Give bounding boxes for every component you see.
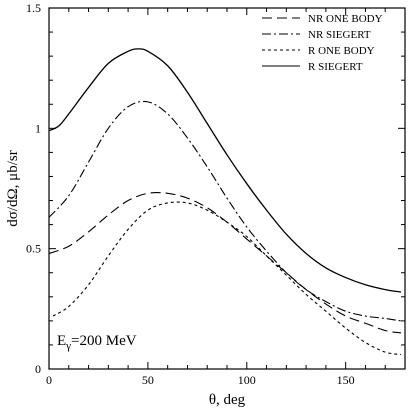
legend-label: R SIEGERT: [308, 61, 363, 73]
x-tick-label: 50: [142, 373, 154, 387]
series-line-nr-siegert: [48, 100, 402, 322]
y-tick-label: 0.5: [26, 242, 41, 256]
energy-annotation-prefix: E: [57, 333, 66, 349]
y-tick-label: 1: [35, 121, 41, 135]
series-layer: [48, 48, 402, 356]
energy-annotation-subscript: γ: [65, 340, 71, 352]
series-line-nr-one-body: [48, 192, 402, 334]
y-tick-label: 1.5: [26, 1, 41, 15]
x-tick-label: 100: [238, 373, 256, 387]
energy-annotation: Eγ=200 MeV: [57, 333, 137, 352]
legend: NR ONE BODY NR SIEGERT R ONE BODY R SIEGERT: [262, 13, 383, 73]
x-axis-title: θ, deg: [209, 392, 246, 408]
legend-label: NR SIEGERT: [308, 29, 371, 41]
legend-label: R ONE BODY: [308, 45, 375, 57]
energy-annotation-suffix: =200 MeV: [71, 333, 137, 349]
x-tick-label: 150: [337, 373, 355, 387]
y-tick-label: 0: [35, 362, 41, 376]
y-axis-title: dσ/dΩ, μb/sr: [5, 150, 21, 226]
legend-label: NR ONE BODY: [308, 13, 383, 25]
x-tick-label: 0: [46, 373, 52, 387]
series-line-r-siegert: [48, 48, 402, 293]
series-line-r-one-body: [52, 201, 402, 356]
ticks-layer: 0 50 100 150 0 0.5 1 1.5: [26, 1, 405, 387]
